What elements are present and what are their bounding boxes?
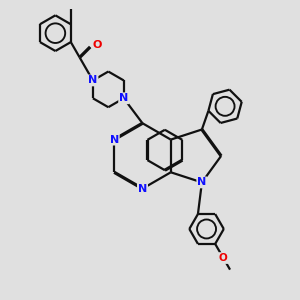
Text: N: N [119, 93, 128, 103]
Text: O: O [219, 253, 228, 263]
Text: O: O [93, 40, 102, 50]
Text: N: N [110, 135, 119, 145]
Text: N: N [138, 184, 147, 194]
Text: N: N [197, 177, 206, 188]
Text: N: N [88, 76, 98, 85]
